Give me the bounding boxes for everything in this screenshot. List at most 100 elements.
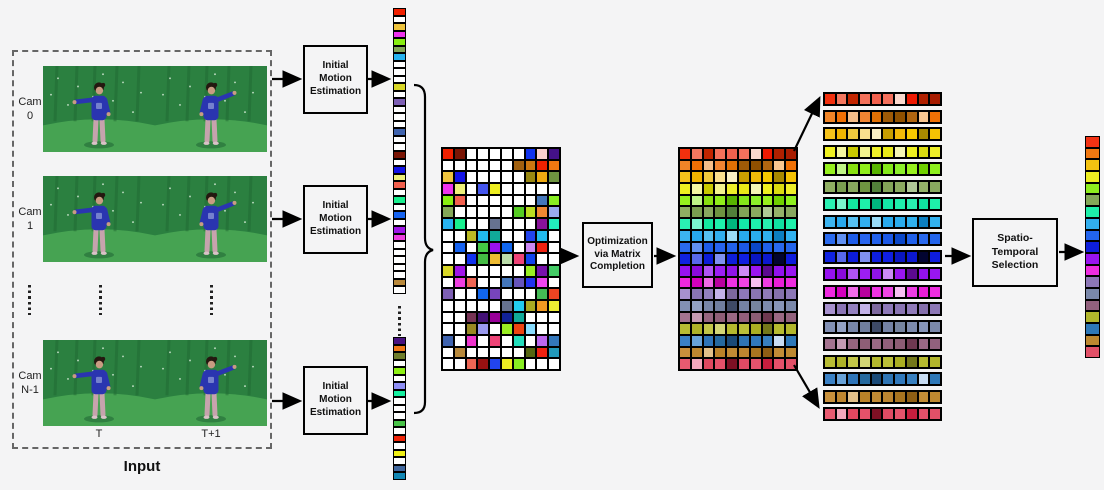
camera-label-index: N-1 — [21, 383, 39, 396]
matrix-cell — [465, 335, 478, 347]
strip-cell — [824, 163, 836, 175]
camera-label-1: Cam 1 — [16, 206, 44, 234]
matrix-cell — [773, 276, 786, 289]
matrix-cell — [548, 159, 560, 172]
matrix-cell — [453, 323, 466, 335]
strip-cell — [835, 390, 848, 403]
strip-cell — [905, 268, 918, 280]
matrix-cell — [489, 253, 501, 265]
vector-cell — [393, 30, 406, 38]
vector-cell — [393, 135, 406, 143]
vector-cell — [1085, 299, 1100, 312]
sparse-observation-matrix — [441, 147, 561, 372]
matrix-cell — [679, 206, 691, 219]
matrix-cell — [690, 323, 703, 335]
matrix-cell — [702, 194, 715, 207]
strip-cell — [882, 198, 895, 210]
matrix-cell — [714, 299, 727, 312]
matrix-cell — [524, 253, 537, 265]
matrix-cell — [690, 335, 703, 347]
matrix-cell — [548, 323, 560, 335]
row-strip — [823, 144, 942, 159]
matrix-cell — [477, 218, 490, 230]
matrix-cell — [702, 241, 715, 254]
vector-cell — [393, 457, 406, 465]
matrix-cell — [679, 358, 691, 371]
strip-cell — [824, 215, 836, 228]
strip-cell — [882, 215, 895, 228]
strip-cell — [917, 198, 930, 210]
matrix-cell — [442, 335, 454, 347]
matrix-cell — [749, 241, 762, 254]
matrix-cell — [761, 159, 774, 172]
matrix-cell — [465, 229, 478, 242]
strip-cell — [882, 163, 895, 175]
matrix-cell — [477, 206, 490, 219]
matrix-cell — [679, 183, 691, 195]
matrix-cell — [524, 358, 537, 371]
matrix-cell — [785, 229, 797, 242]
matrix-cell — [477, 171, 490, 184]
matrix-cell — [442, 183, 454, 195]
row-strip — [823, 162, 942, 176]
strip-cell — [835, 285, 848, 298]
vector-cell — [1085, 147, 1100, 160]
strip-cell — [847, 408, 860, 420]
matrix-cell — [536, 148, 549, 160]
strip-cell — [847, 303, 860, 315]
matrix-cell — [524, 148, 537, 160]
strip-cell — [894, 198, 906, 210]
matrix-cell — [726, 288, 738, 300]
matrix-cell — [773, 323, 786, 335]
matrix-cell — [465, 346, 478, 359]
matrix-cell — [500, 276, 513, 289]
matrix-cell — [761, 206, 774, 219]
matrix-cell — [489, 264, 501, 277]
matrix-cell — [500, 264, 513, 277]
matrix-cell — [785, 299, 797, 312]
matrix-cell — [785, 218, 797, 230]
strip-cell — [847, 163, 860, 175]
matrix-cell — [548, 346, 560, 359]
matrix-cell — [465, 241, 478, 254]
vector-cell — [393, 464, 406, 472]
vector-cell — [393, 23, 406, 31]
matrix-cell — [512, 323, 525, 335]
matrix-cell — [453, 335, 466, 347]
strip-cell — [870, 355, 883, 368]
matrix-cell — [714, 323, 727, 335]
matrix-cell — [761, 335, 774, 347]
strip-cell — [917, 233, 930, 245]
strip-cell — [905, 110, 918, 123]
matrix-cell — [512, 206, 525, 219]
matrix-cell — [500, 148, 513, 160]
matrix-cell — [690, 253, 703, 265]
row-strip — [823, 232, 942, 246]
strip-cell — [835, 320, 848, 333]
matrix-cell — [785, 323, 797, 335]
strip-cell — [894, 373, 906, 385]
matrix-cell — [536, 194, 549, 207]
vector-cell — [393, 226, 406, 234]
matrix-cell — [726, 159, 738, 172]
matrix-cell — [500, 183, 513, 195]
strip-cell — [894, 93, 906, 105]
strip-cell — [824, 93, 836, 105]
matrix-cell — [761, 194, 774, 207]
matrix-cell — [761, 241, 774, 254]
vector-cell — [393, 241, 406, 249]
strip-cell — [870, 93, 883, 105]
strip-cell — [917, 373, 930, 385]
strip-cell — [917, 408, 930, 420]
strip-cell — [824, 233, 836, 245]
matrix-cell — [714, 253, 727, 265]
matrix-cell — [702, 148, 715, 160]
matrix-cell — [773, 171, 786, 184]
matrix-cell — [536, 311, 549, 324]
matrix-cell — [500, 346, 513, 359]
strip-cell — [847, 198, 860, 210]
strip-cell — [835, 198, 848, 210]
matrix-cell — [442, 311, 454, 324]
strip-cell — [917, 303, 930, 315]
matrix-cell — [477, 148, 490, 160]
